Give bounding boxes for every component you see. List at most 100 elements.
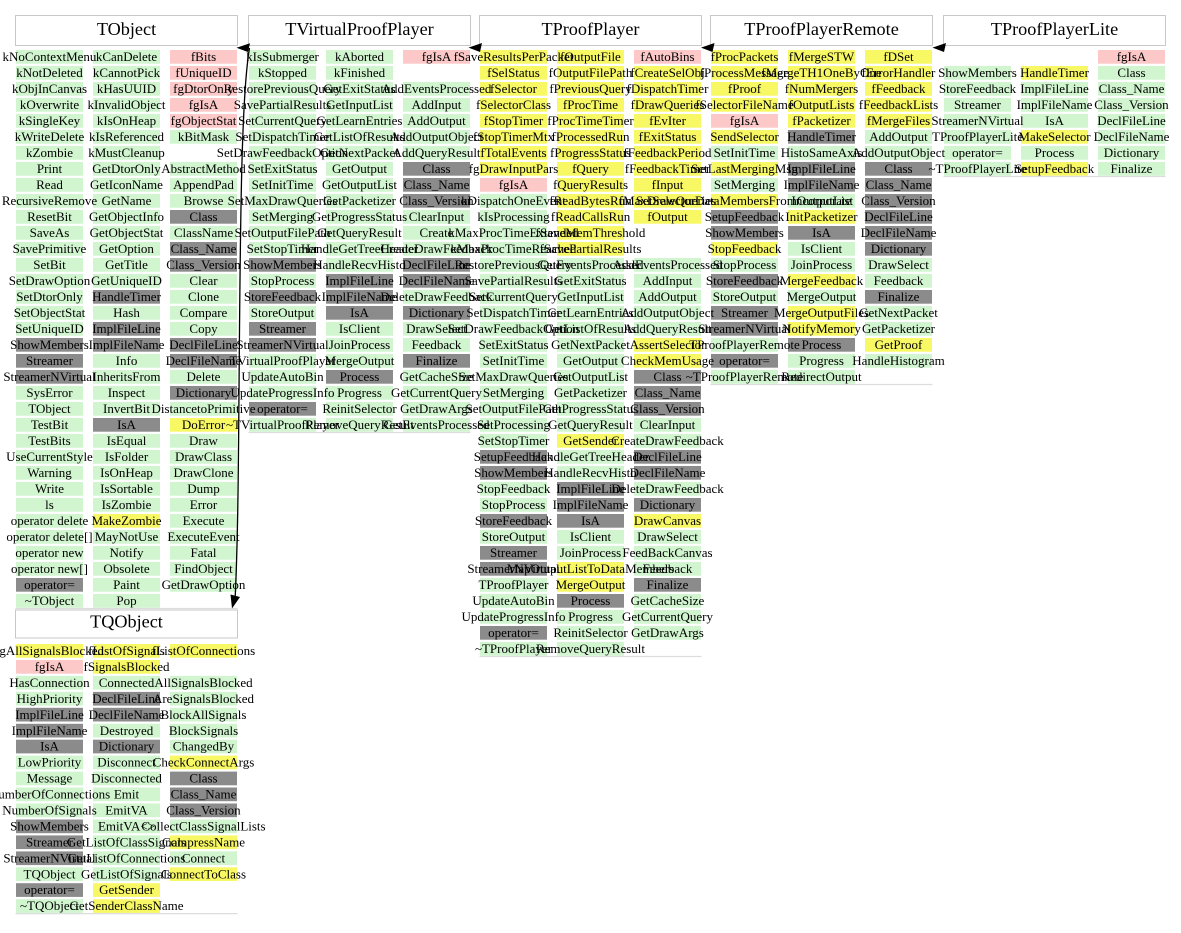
svg-text:Info: Info (116, 353, 138, 368)
svg-text:StopFeedback: StopFeedback (477, 481, 551, 496)
svg-text:fFeedbackLists: fFeedbackLists (859, 97, 938, 112)
svg-text:Delete: Delete (187, 369, 221, 384)
svg-text:SetInitTime: SetInitTime (483, 353, 545, 368)
svg-text:SetupFeedback: SetupFeedback (705, 209, 785, 224)
svg-text:BlockAllSignals: BlockAllSignals (161, 707, 247, 722)
svg-text:HandleTimer: HandleTimer (92, 289, 162, 304)
svg-text:Execute: Execute (183, 513, 225, 528)
svg-text:Class_Name: Class_Name (404, 177, 470, 192)
svg-text:fFeedback: fFeedback (871, 81, 926, 96)
svg-text:fProcPackets: fProcPackets (711, 49, 779, 64)
svg-text:IsOnHeap: IsOnHeap (100, 465, 153, 480)
svg-text:GetNextPacket: GetNextPacket (859, 305, 938, 320)
svg-text:GetListOfClassSignals: GetListOfClassSignals (67, 834, 186, 849)
svg-text:fSelector: fSelector (490, 81, 538, 96)
svg-text:Dictionary: Dictionary (1104, 145, 1160, 160)
svg-text:DistancetoPrimitive: DistancetoPrimitive (152, 401, 256, 416)
svg-text:operator delete: operator delete (11, 513, 89, 528)
svg-text:Process: Process (571, 593, 611, 608)
svg-text:kNotDeleted: kNotDeleted (16, 65, 83, 80)
svg-text:SetStopTimer: SetStopTimer (247, 241, 319, 256)
svg-text:GetUniqueID: GetUniqueID (91, 273, 162, 288)
svg-text:TProofPlayerLite: TProofPlayerLite (991, 19, 1118, 39)
svg-text:DrawCanvas: DrawCanvas (634, 513, 701, 528)
svg-text:GetProgressStatus: GetProgressStatus (543, 401, 638, 416)
svg-text:ImplFileLine: ImplFileLine (92, 321, 161, 336)
svg-text:RedirectOutput: RedirectOutput (781, 369, 862, 384)
svg-text:AddOutputObject: AddOutputObject (390, 129, 484, 144)
svg-text:RestorePreviousQuery: RestorePreviousQuery (224, 81, 342, 96)
svg-text:Clone: Clone (188, 289, 219, 304)
svg-text:Class_Version: Class_Version (166, 257, 241, 272)
svg-text:AddOutput: AddOutput (869, 129, 928, 144)
svg-text:DrawClone: DrawClone (174, 465, 234, 480)
svg-text:fSaveMemThreshold: fSaveMemThreshold (536, 225, 646, 240)
svg-text:fMergeFiles: fMergeFiles (867, 113, 930, 128)
svg-text:GetDtorOnly: GetDtorOnly (92, 161, 161, 176)
svg-text:ImplFileName: ImplFileName (322, 289, 398, 304)
svg-text:ImplFileName: ImplFileName (12, 723, 88, 738)
svg-text:MergeOutput: MergeOutput (325, 353, 395, 368)
svg-text:fStopTimer: fStopTimer (484, 113, 544, 128)
svg-text:ClassName: ClassName (174, 225, 233, 240)
svg-text:GetOutput: GetOutput (332, 161, 387, 176)
svg-text:GetListOfResults: GetListOfResults (314, 129, 405, 144)
svg-text:StoreFeedback: StoreFeedback (244, 289, 322, 304)
svg-text:Process: Process (1035, 145, 1075, 160)
svg-text:SetSelectorDataMembersFromOutp: SetSelectorDataMembersFromOutputList (636, 193, 854, 208)
svg-text:IsA: IsA (812, 225, 831, 240)
svg-text:SetMerging: SetMerging (714, 177, 776, 192)
svg-text:InitPacketizer: InitPacketizer (785, 209, 858, 224)
svg-text:Disconnected: Disconnected (91, 771, 162, 786)
svg-text:Class_Name: Class_Name (171, 787, 237, 802)
svg-text:SetMerging: SetMerging (483, 385, 545, 400)
svg-text:ImplFileLine: ImplFileLine (325, 273, 394, 288)
svg-text:NotifyMemory: NotifyMemory (782, 321, 861, 336)
svg-text:IsClient: IsClient (801, 241, 843, 256)
svg-text:Feedback: Feedback (643, 561, 693, 576)
svg-text:AssertSelector: AssertSelector (630, 337, 706, 352)
svg-text:kCanDelete: kCanDelete (96, 49, 158, 64)
svg-text:kIsOnHeap: kIsOnHeap (97, 113, 156, 128)
svg-text:GetNextPacket: GetNextPacket (320, 145, 399, 160)
svg-text:ImplFileLine: ImplFileLine (556, 481, 625, 496)
svg-text:MakeSelector: MakeSelector (1018, 129, 1091, 144)
svg-text:StopFeedback: StopFeedback (708, 241, 782, 256)
svg-text:StoreOutput: StoreOutput (713, 289, 777, 304)
svg-text:fExitStatus: fExitStatus (639, 129, 697, 144)
svg-text:GetOutputList: GetOutputList (553, 369, 628, 384)
svg-text:Class_Name: Class_Name (171, 241, 237, 256)
svg-text:Finalize: Finalize (647, 577, 689, 592)
svg-text:HandleTimer: HandleTimer (1020, 65, 1090, 80)
svg-text:Fatal: Fatal (191, 545, 217, 560)
svg-text:GetQueryResult: GetQueryResult (317, 225, 402, 240)
svg-text:fgIsA: fgIsA (1117, 49, 1147, 64)
svg-text:fgObjectStat: fgObjectStat (171, 113, 237, 128)
svg-text:StoreOutput: StoreOutput (251, 305, 315, 320)
svg-text:Dictionary: Dictionary (176, 385, 232, 400)
svg-text:fInput: fInput (652, 177, 684, 192)
svg-text:DrawSelect: DrawSelect (637, 529, 698, 544)
svg-text:StreamerNVirtual: StreamerNVirtual (3, 850, 96, 865)
svg-text:fDispatchTimer: fDispatchTimer (627, 81, 710, 96)
svg-text:GetIconName: GetIconName (90, 177, 163, 192)
svg-text:StoreFeedback: StoreFeedback (706, 273, 784, 288)
svg-text:TProofPlayer: TProofPlayer (542, 19, 640, 39)
svg-text:SetupFeedback: SetupFeedback (474, 449, 554, 464)
svg-text:AbstractMethod: AbstractMethod (161, 161, 246, 176)
svg-text:fgIsA: fgIsA (499, 177, 529, 192)
svg-text:GetDrawArgs: GetDrawArgs (400, 401, 473, 416)
svg-text:DeclFileLine: DeclFileLine (92, 691, 161, 706)
svg-text:GetCacheSize: GetCacheSize (631, 593, 705, 608)
svg-text:fReadCallsRun: fReadCallsRun (551, 209, 631, 224)
svg-text:GetQueryResult: GetQueryResult (548, 417, 633, 432)
svg-text:DeclFileName: DeclFileName (89, 707, 165, 722)
svg-text:AddOutputObject: AddOutputObject (852, 145, 946, 160)
svg-text:ClearInput: ClearInput (409, 209, 465, 224)
svg-text:SetProcessing: SetProcessing (477, 417, 550, 432)
svg-text:Disconnect: Disconnect (97, 755, 156, 770)
svg-text:Browse: Browse (184, 193, 224, 208)
svg-text:ShowMembers: ShowMembers (705, 225, 784, 240)
svg-text:GetSenderClassName: GetSenderClassName (69, 898, 183, 913)
svg-text:ShowMembers: ShowMembers (243, 257, 322, 272)
